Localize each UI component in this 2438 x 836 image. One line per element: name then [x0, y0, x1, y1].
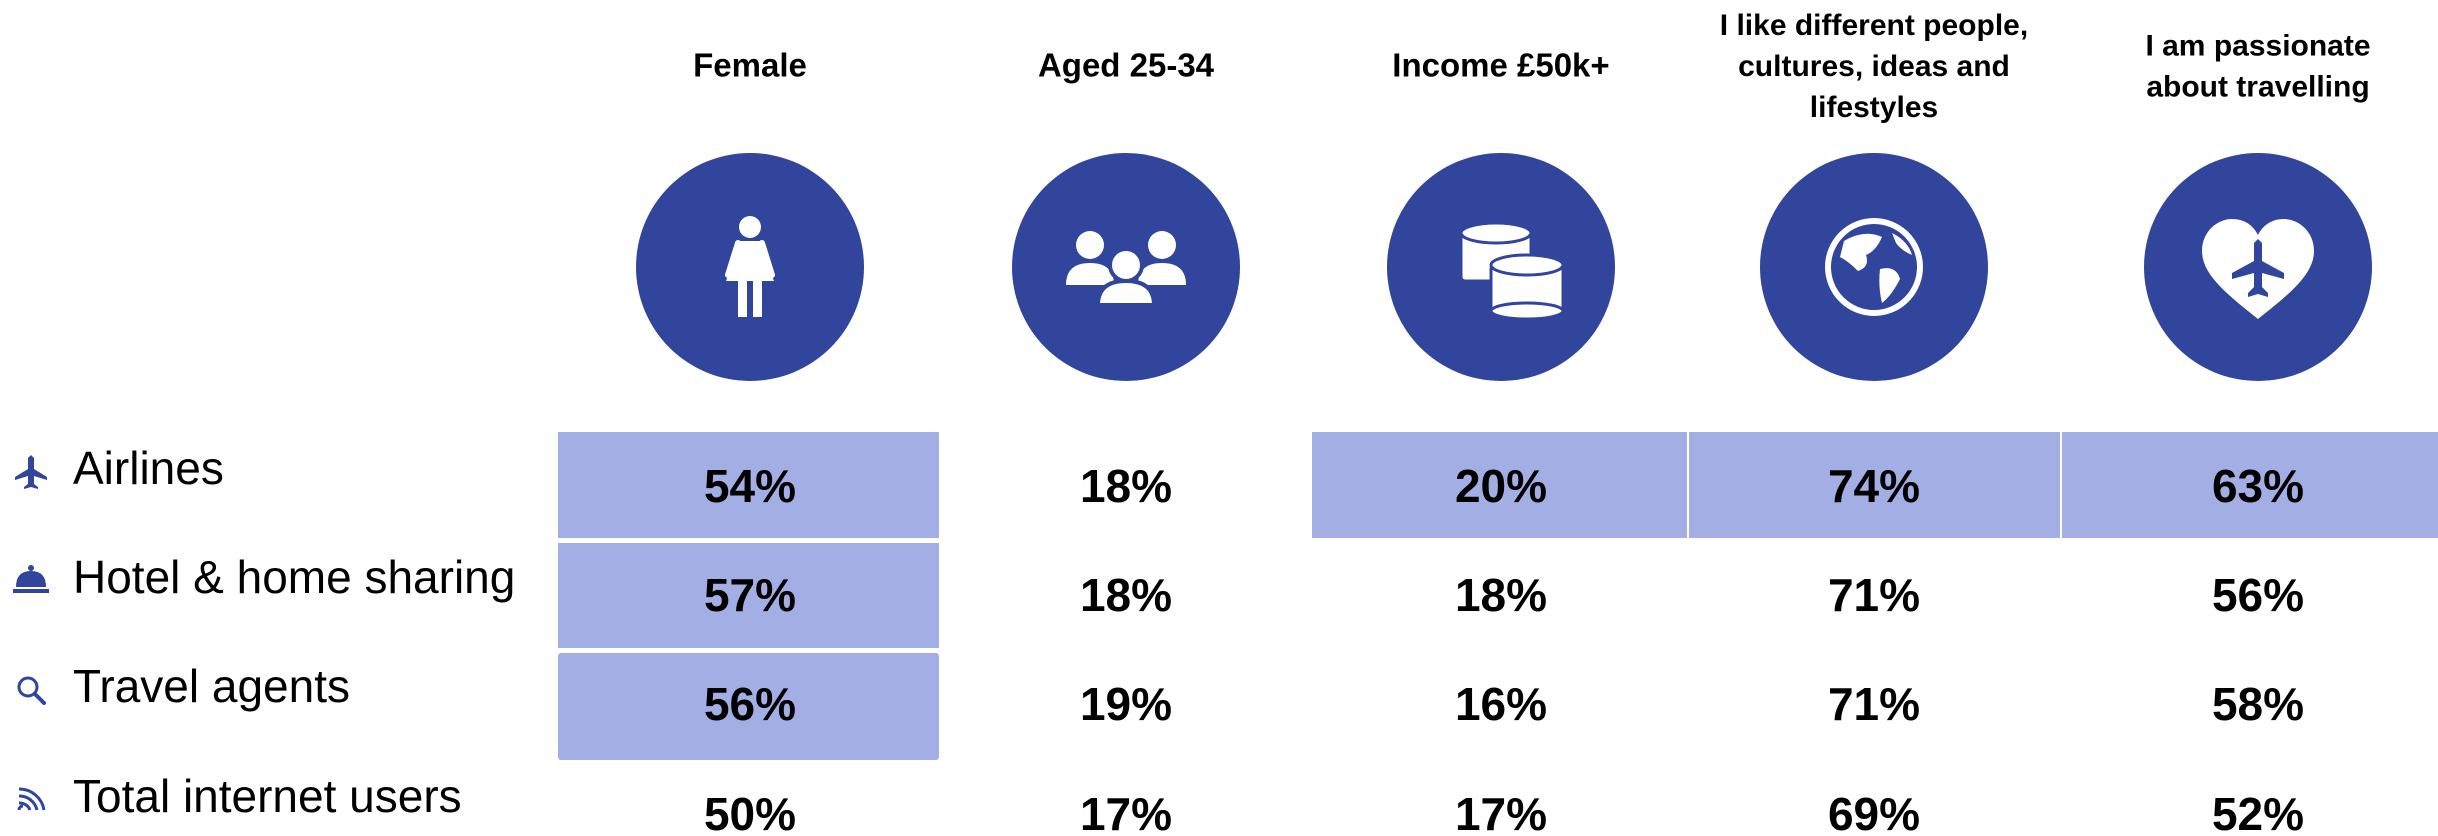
cell-value: 63%	[2212, 460, 2304, 512]
cell-highlight	[558, 653, 939, 760]
cell-value: 74%	[1828, 460, 1920, 512]
cell-value: 56%	[2212, 569, 2304, 621]
column-header: cultures, ideas and	[1738, 50, 2010, 83]
cell-value: 50%	[704, 788, 796, 836]
cell-value: 18%	[1080, 460, 1172, 512]
cell-value: 71%	[1828, 678, 1920, 730]
icon-group	[1012, 153, 1240, 381]
cell-value: 17%	[1455, 788, 1547, 836]
row-label: Hotel & home sharing	[73, 551, 515, 603]
row-label: Airlines	[73, 442, 224, 494]
cell-value: 17%	[1080, 788, 1172, 836]
cell-value: 52%	[2212, 788, 2304, 836]
icon-female	[636, 153, 864, 381]
cell-highlight	[2062, 432, 2438, 538]
icon-coins	[1387, 153, 1615, 381]
cell-highlight	[1312, 432, 1687, 538]
cell-highlight	[558, 432, 939, 538]
column-header: I am passionate	[2145, 29, 2370, 62]
cell-value: 20%	[1455, 460, 1547, 512]
column-header: I like different people,	[1720, 9, 2028, 42]
cell-value: 69%	[1828, 788, 1920, 836]
row-label: Total internet users	[73, 770, 462, 822]
row-label: Travel agents	[73, 660, 350, 712]
cell-highlight	[1689, 432, 2060, 538]
cell-value: 18%	[1455, 569, 1547, 621]
cell-value: 19%	[1080, 678, 1172, 730]
column-header: Income £50k+	[1392, 47, 1609, 84]
icon-bell	[13, 565, 49, 593]
highlight-layer	[558, 432, 2438, 760]
icon-globe	[1760, 153, 1988, 381]
icon-wifi	[17, 787, 46, 811]
text-layer: Female Aged 25-34 Income £50k+ I like diffe…	[73, 9, 2371, 836]
cell-value: 16%	[1455, 678, 1547, 730]
cell-value: 56%	[704, 678, 796, 730]
cell-value: 18%	[1080, 569, 1172, 621]
cell-value: 57%	[704, 569, 796, 621]
column-header: Aged 25-34	[1038, 47, 1215, 84]
icon-magnifier	[17, 676, 46, 705]
cell-value: 54%	[704, 460, 796, 512]
cell-highlight	[558, 543, 939, 648]
column-header: lifestyles	[1810, 91, 1938, 124]
column-header: Female	[693, 47, 807, 84]
icon-heart-plane	[2144, 153, 2372, 381]
cell-value: 58%	[2212, 678, 2304, 730]
icon-plane	[15, 455, 47, 489]
column-header: about travelling	[2146, 70, 2369, 103]
cell-value: 71%	[1828, 569, 1920, 621]
